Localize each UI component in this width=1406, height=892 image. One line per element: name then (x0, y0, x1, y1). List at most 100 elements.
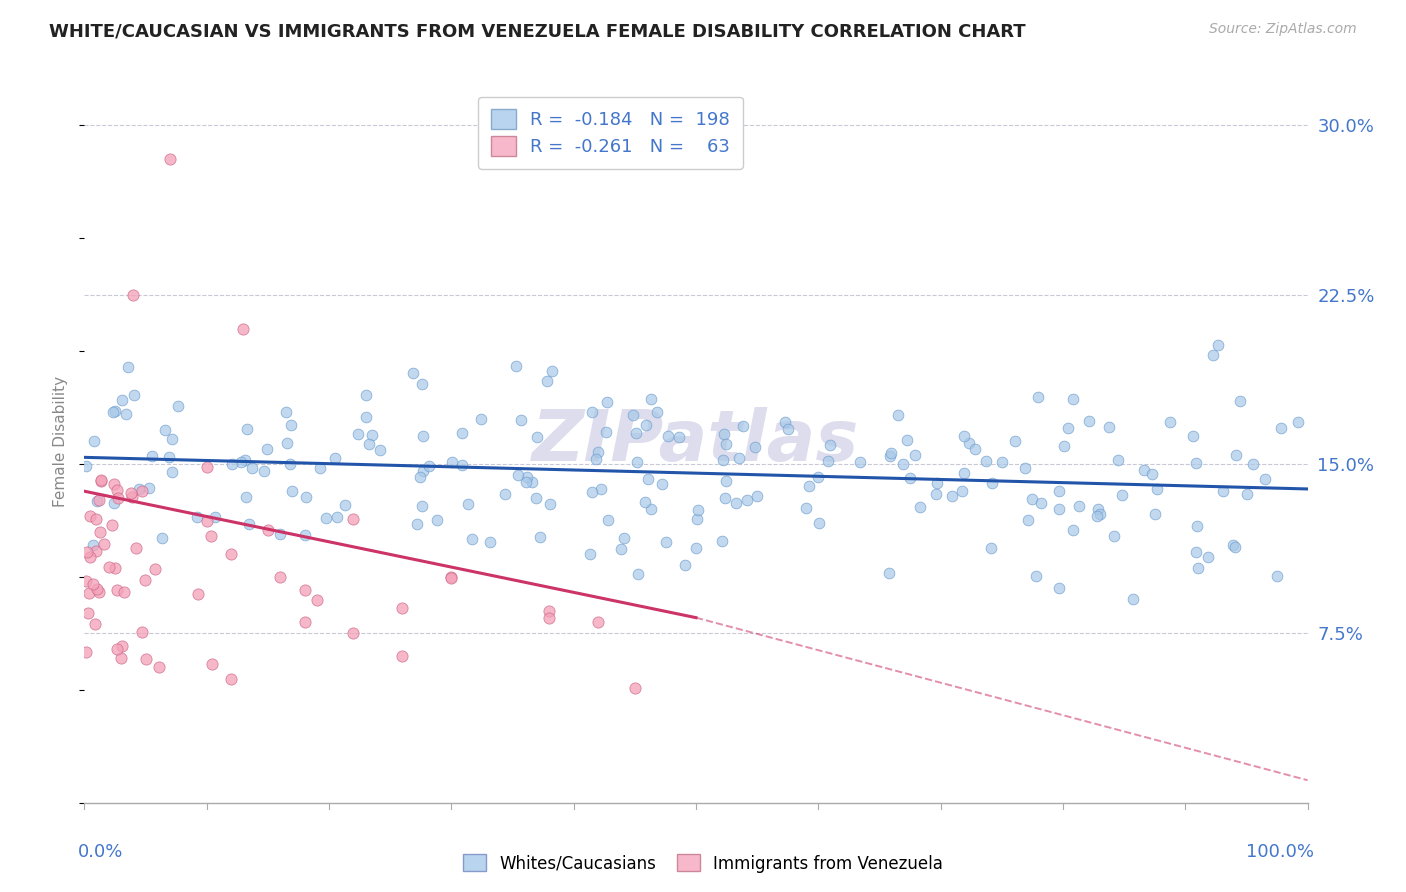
Point (1028, 390, 1050, 404)
Point (898, 471, 921, 485)
Point (1236, 487, 1258, 501)
Point (166, 399, 188, 413)
Point (195, 514, 218, 528)
Point (269, 527, 291, 541)
Point (1222, 538, 1244, 552)
Point (1212, 484, 1234, 499)
Point (125, 541, 148, 556)
Point (135, 652, 157, 666)
Point (950, 484, 973, 499)
Point (578, 547, 600, 561)
Point (520, 475, 543, 489)
Point (195, 459, 218, 474)
Text: Source: ZipAtlas.com: Source: ZipAtlas.com (1209, 22, 1357, 37)
Point (1077, 415, 1099, 429)
Point (235, 491, 257, 505)
Point (1254, 472, 1277, 486)
Point (1098, 420, 1121, 434)
Point (204, 509, 226, 524)
Point (87, 585, 110, 599)
Point (887, 408, 910, 422)
Point (1182, 428, 1205, 442)
Point (953, 429, 976, 443)
Point (357, 437, 380, 451)
Point (107, 491, 129, 505)
Point (83, 434, 105, 449)
Point (1225, 449, 1247, 463)
Point (879, 450, 901, 464)
Point (877, 566, 900, 580)
Point (153, 424, 176, 438)
Point (974, 454, 997, 468)
Point (1111, 488, 1133, 502)
Point (686, 512, 709, 526)
Point (93, 537, 115, 551)
Point (368, 442, 391, 457)
Point (145, 562, 167, 576)
Point (1241, 457, 1264, 471)
Point (100, 518, 122, 533)
Point (405, 516, 427, 531)
Point (1021, 492, 1043, 507)
Point (965, 442, 987, 457)
Point (402, 367, 425, 381)
Point (89, 525, 111, 540)
Point (240, 461, 263, 475)
Point (79, 509, 101, 524)
Point (104, 561, 127, 575)
Point (76, 606, 98, 620)
Point (651, 476, 673, 491)
Point (524, 491, 547, 506)
Point (1017, 512, 1039, 526)
Point (451, 458, 474, 472)
Point (121, 490, 143, 504)
Point (278, 457, 301, 471)
Point (538, 611, 561, 625)
Point (1202, 348, 1225, 362)
Point (103, 496, 125, 510)
Point (1122, 591, 1144, 606)
Point (457, 498, 479, 512)
Point (1031, 496, 1053, 510)
Point (595, 425, 617, 439)
Point (735, 493, 758, 508)
Point (138, 482, 160, 496)
Point (879, 446, 901, 460)
Point (233, 453, 256, 467)
Point (335, 498, 357, 512)
Point (294, 583, 316, 598)
Point (745, 489, 768, 503)
Point (776, 422, 799, 436)
Point (581, 405, 603, 419)
Point (342, 512, 364, 526)
Point (257, 523, 280, 537)
Point (1067, 500, 1090, 514)
Point (354, 388, 377, 402)
Text: ZIPatlas: ZIPatlas (533, 407, 859, 476)
Point (581, 485, 603, 500)
Point (134, 574, 156, 588)
Point (516, 470, 538, 484)
Point (131, 483, 153, 498)
Point (640, 501, 662, 516)
Point (308, 461, 330, 475)
Point (1087, 501, 1109, 516)
Point (634, 495, 657, 509)
Point (849, 455, 872, 469)
Point (588, 445, 610, 459)
Point (274, 404, 297, 418)
Point (1056, 420, 1078, 434)
Point (391, 600, 413, 615)
Point (991, 455, 1014, 469)
Point (325, 509, 347, 524)
Legend: R =  -0.184   N =  198, R =  -0.261   N =    63: R = -0.184 N = 198, R = -0.261 N = 63 (478, 96, 742, 169)
Point (128, 482, 150, 496)
Point (1047, 483, 1070, 498)
Point (323, 450, 346, 465)
Point (200, 529, 222, 543)
Point (110, 651, 132, 665)
Point (470, 412, 492, 426)
Point (315, 511, 337, 525)
Point (505, 359, 527, 373)
Point (586, 615, 609, 630)
